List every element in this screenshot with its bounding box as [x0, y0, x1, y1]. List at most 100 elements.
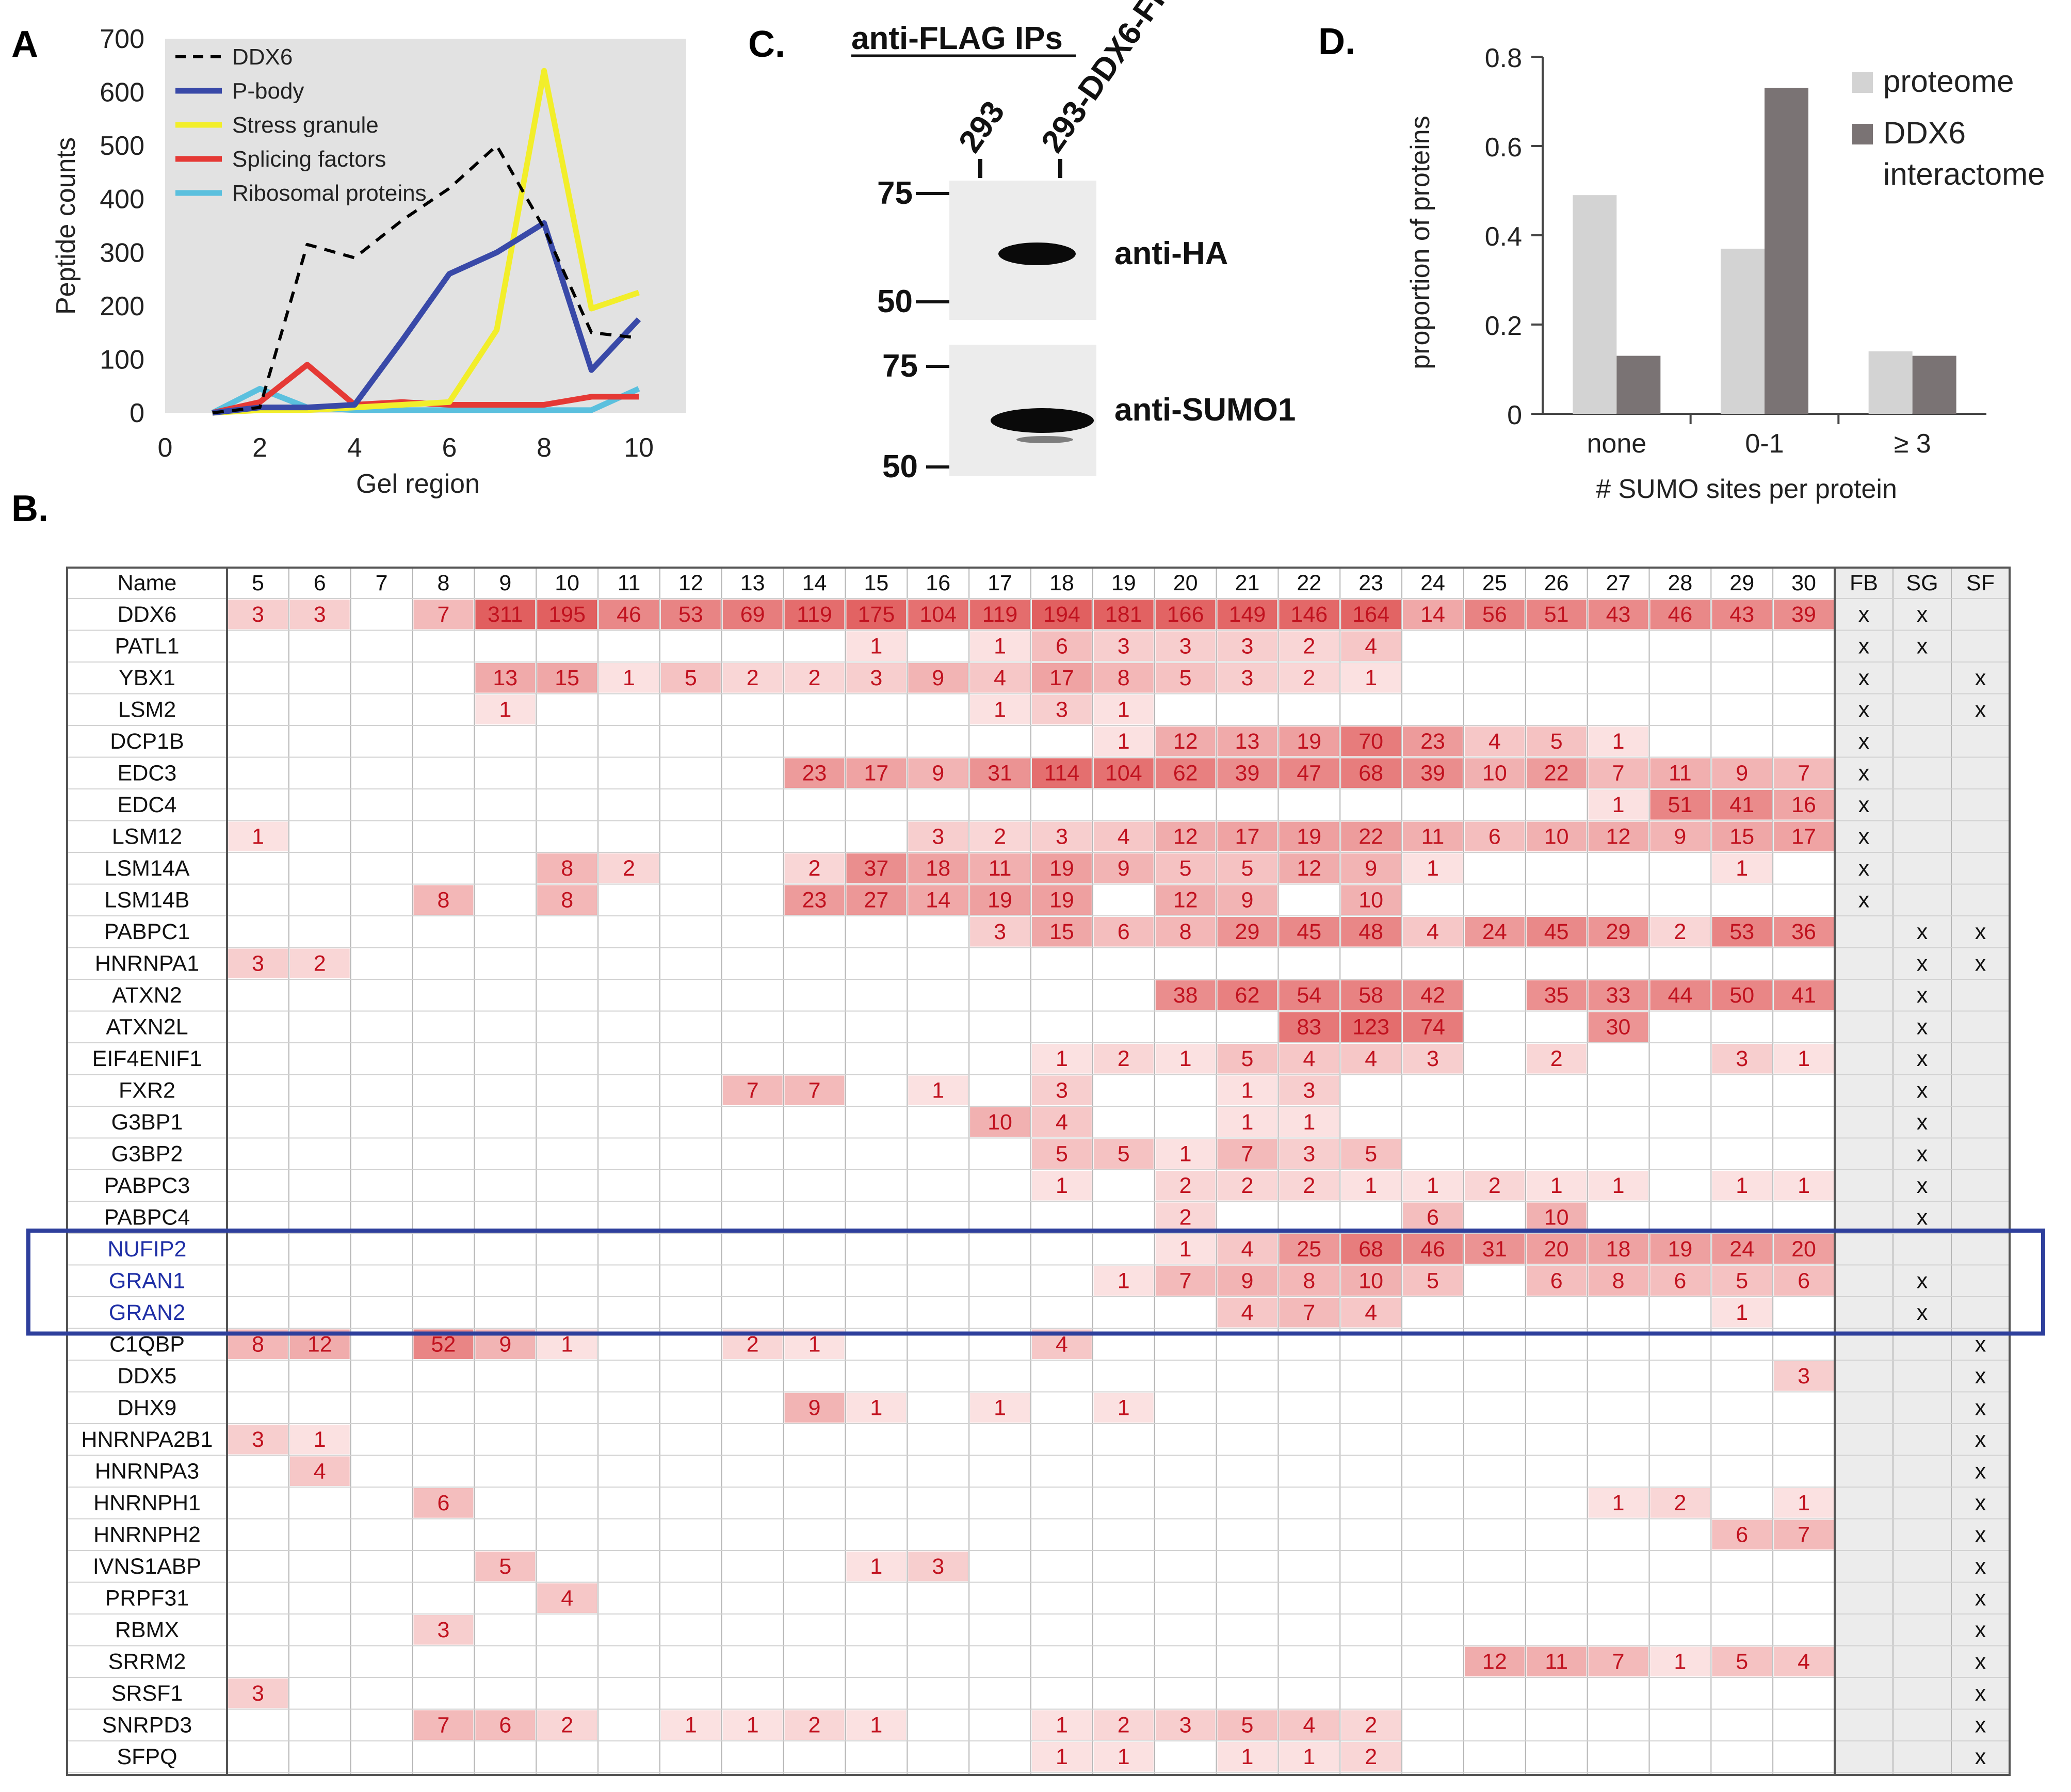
cell-value: 39: [1791, 602, 1816, 627]
bar-ddx6-interactome-1: [1765, 88, 1808, 414]
heat-cell: [1588, 1646, 1648, 1676]
heat-cell: [784, 758, 845, 788]
heat-cell: [1588, 1488, 1648, 1518]
heat-cell: [908, 758, 968, 788]
heat-cell: [1403, 1044, 1463, 1074]
heat-cell: [970, 821, 1030, 851]
cell-value: 3: [1179, 634, 1192, 659]
cell-value: 1: [870, 1396, 882, 1420]
row-name: EDC3: [118, 761, 177, 786]
cell-value: 6: [1798, 1269, 1810, 1294]
cell-value: 5: [499, 1554, 511, 1579]
row-name: HNRNPA1: [95, 951, 199, 976]
cell-value: 17: [1791, 825, 1816, 849]
cell-value: 48: [1358, 919, 1383, 944]
column-header: 24: [1420, 571, 1445, 595]
heat-cell: [1341, 821, 1401, 851]
cell-value: 5: [1365, 1142, 1377, 1167]
legend-label: proteome: [1883, 64, 2014, 99]
cell-value: 33: [1606, 983, 1631, 1008]
cell-value: 5: [1241, 1046, 1254, 1071]
cell-value: 10: [1358, 1269, 1383, 1294]
heat-cell: [660, 600, 721, 629]
heat-cell: [1526, 980, 1587, 1010]
cell-value: 51: [1668, 793, 1692, 817]
heat-cell: [413, 1615, 474, 1645]
cell-value: 43: [1729, 602, 1754, 627]
cell-value: 46: [1420, 1237, 1445, 1262]
heat-cell: [1774, 1234, 1834, 1264]
cell-value: 5: [1056, 1142, 1068, 1167]
legend-label: interactome: [1883, 157, 2045, 191]
row-name: DCP1B: [110, 729, 184, 754]
heat-cell: [1650, 600, 1710, 629]
band-anti-sumo1: [991, 408, 1094, 433]
row-name: G3BP1: [111, 1110, 183, 1135]
bar-ddx6-interactome-2: [1912, 356, 1956, 414]
flag-sg: x: [1917, 1173, 1928, 1198]
row-name: G3BP2: [111, 1142, 183, 1167]
cell-value: 4: [1303, 1713, 1315, 1738]
heat-cell: [413, 1488, 474, 1518]
panel-letter-a: A: [11, 24, 38, 65]
cell-value: 35: [1544, 983, 1569, 1008]
heat-cell: [228, 1425, 288, 1455]
heat-cell: [1464, 821, 1525, 851]
y-tick-label: 0: [130, 398, 144, 428]
cell-value: 38: [1173, 983, 1198, 1008]
heat-cell: [846, 758, 907, 788]
row-name: HNRNPH2: [93, 1523, 201, 1547]
heat-cell: [1217, 821, 1277, 851]
cell-value: 2: [1488, 1173, 1501, 1198]
cell-value: 1: [1303, 1110, 1315, 1135]
cell-value: 311: [488, 602, 523, 627]
cell-value: 23: [1420, 729, 1445, 754]
cell-value: 3: [1303, 1078, 1315, 1103]
flag-fb: x: [1858, 888, 1870, 913]
cell-value: 43: [1606, 602, 1631, 627]
heat-cell: [1588, 758, 1648, 788]
row-name: HNRNPA3: [95, 1459, 199, 1484]
cell-value: 2: [1365, 1713, 1377, 1738]
heat-cell: [1712, 1646, 1772, 1676]
column-header: 11: [618, 571, 641, 595]
y-tick-label: 100: [100, 345, 144, 375]
x-tick-label: 0: [158, 433, 173, 463]
cell-value: 119: [982, 602, 1018, 627]
panel-letter-d: D.: [1318, 21, 1355, 62]
heat-cell: [1279, 853, 1339, 883]
column-header: 14: [802, 571, 827, 595]
cell-value: 3: [252, 602, 264, 627]
heat-cell: [1650, 1646, 1710, 1676]
cell-value: 68: [1358, 761, 1383, 786]
heat-cell: [1217, 1266, 1277, 1296]
cell-value: 8: [1303, 1269, 1315, 1294]
heat-cell: [1526, 1646, 1587, 1676]
heat-cell: [1588, 1234, 1648, 1264]
heat-cell: [1774, 1266, 1834, 1296]
heat-cell: [1155, 1710, 1216, 1740]
row-name: HNRNPH1: [93, 1491, 201, 1515]
flag-fb: x: [1858, 825, 1870, 849]
column-header: 23: [1358, 571, 1383, 595]
cell-value: 3: [1427, 1046, 1439, 1071]
cell-value: 50: [1729, 983, 1754, 1008]
column-header: 29: [1729, 571, 1754, 595]
heat-cell: [1093, 1710, 1154, 1740]
cell-value: 12: [1173, 888, 1198, 913]
cell-value: 2: [994, 825, 1006, 849]
flag-sf: x: [1975, 1586, 1986, 1611]
heat-cell: [1155, 1171, 1216, 1201]
column-header: SG: [1906, 571, 1938, 595]
column-header: 5: [252, 571, 264, 595]
heat-cell: [1712, 758, 1772, 788]
cell-value: 52: [431, 1332, 456, 1357]
y-tick-label: 0.4: [1485, 222, 1522, 252]
heat-cell: [1217, 600, 1277, 629]
row-name: SRSF1: [111, 1681, 183, 1706]
legend-swatch-proteome: [1852, 72, 1873, 93]
heat-cell: [289, 948, 350, 978]
cell-value: 3: [994, 919, 1006, 944]
cell-value: 41: [1729, 793, 1754, 817]
